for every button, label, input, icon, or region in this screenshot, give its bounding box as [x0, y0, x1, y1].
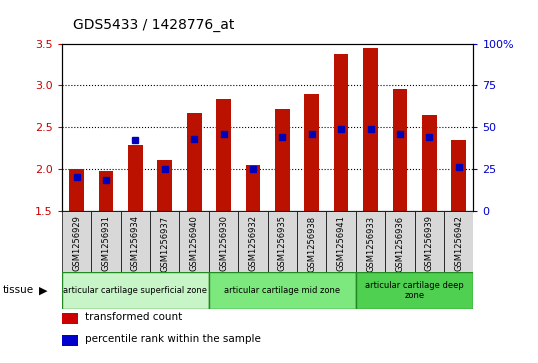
FancyBboxPatch shape	[238, 211, 267, 272]
Bar	[187, 113, 202, 211]
FancyBboxPatch shape	[180, 211, 209, 272]
FancyBboxPatch shape	[385, 211, 415, 272]
Text: GSM1256930: GSM1256930	[219, 216, 228, 272]
Bar	[98, 171, 114, 211]
FancyBboxPatch shape	[356, 272, 473, 309]
Bar	[363, 48, 378, 211]
FancyBboxPatch shape	[209, 211, 238, 272]
FancyBboxPatch shape	[267, 211, 297, 272]
FancyBboxPatch shape	[444, 211, 473, 272]
Text: GDS5433 / 1428776_at: GDS5433 / 1428776_at	[73, 18, 234, 32]
Text: GSM1256931: GSM1256931	[102, 216, 110, 272]
FancyBboxPatch shape	[297, 211, 327, 272]
Text: GSM1256937: GSM1256937	[160, 216, 169, 272]
Text: GSM1256941: GSM1256941	[337, 216, 345, 272]
Text: articular cartilage deep
zone: articular cartilage deep zone	[365, 281, 464, 300]
FancyBboxPatch shape	[62, 211, 91, 272]
Bar	[246, 165, 260, 211]
Text: GSM1256942: GSM1256942	[454, 216, 463, 272]
Bar	[422, 115, 437, 211]
Bar	[158, 160, 172, 211]
FancyBboxPatch shape	[356, 211, 385, 272]
FancyBboxPatch shape	[327, 211, 356, 272]
Text: transformed count: transformed count	[84, 312, 182, 322]
Bar	[62, 335, 79, 346]
Text: GSM1256929: GSM1256929	[72, 216, 81, 272]
Bar	[451, 139, 466, 211]
Text: percentile rank within the sample: percentile rank within the sample	[84, 334, 260, 344]
Text: GSM1256936: GSM1256936	[395, 216, 405, 272]
Text: tissue: tissue	[3, 285, 34, 295]
Text: articular cartilage mid zone: articular cartilage mid zone	[224, 286, 341, 295]
FancyBboxPatch shape	[415, 211, 444, 272]
Text: GSM1256932: GSM1256932	[249, 216, 258, 272]
Bar	[216, 99, 231, 211]
FancyBboxPatch shape	[150, 211, 180, 272]
FancyBboxPatch shape	[62, 272, 209, 309]
Text: GSM1256933: GSM1256933	[366, 216, 375, 272]
Text: GSM1256934: GSM1256934	[131, 216, 140, 272]
Bar	[393, 89, 407, 211]
Text: GSM1256938: GSM1256938	[307, 216, 316, 272]
Text: GSM1256939: GSM1256939	[425, 216, 434, 272]
FancyBboxPatch shape	[121, 211, 150, 272]
Bar	[275, 109, 289, 211]
FancyBboxPatch shape	[91, 211, 121, 272]
Bar	[305, 94, 319, 211]
Bar	[69, 169, 84, 211]
Text: GSM1256940: GSM1256940	[190, 216, 199, 272]
Text: articular cartilage superficial zone: articular cartilage superficial zone	[63, 286, 207, 295]
Bar	[334, 54, 349, 211]
Bar	[62, 313, 79, 324]
Text: GSM1256935: GSM1256935	[278, 216, 287, 272]
FancyBboxPatch shape	[209, 272, 356, 309]
Bar	[128, 146, 143, 211]
Text: ▶: ▶	[39, 285, 47, 295]
